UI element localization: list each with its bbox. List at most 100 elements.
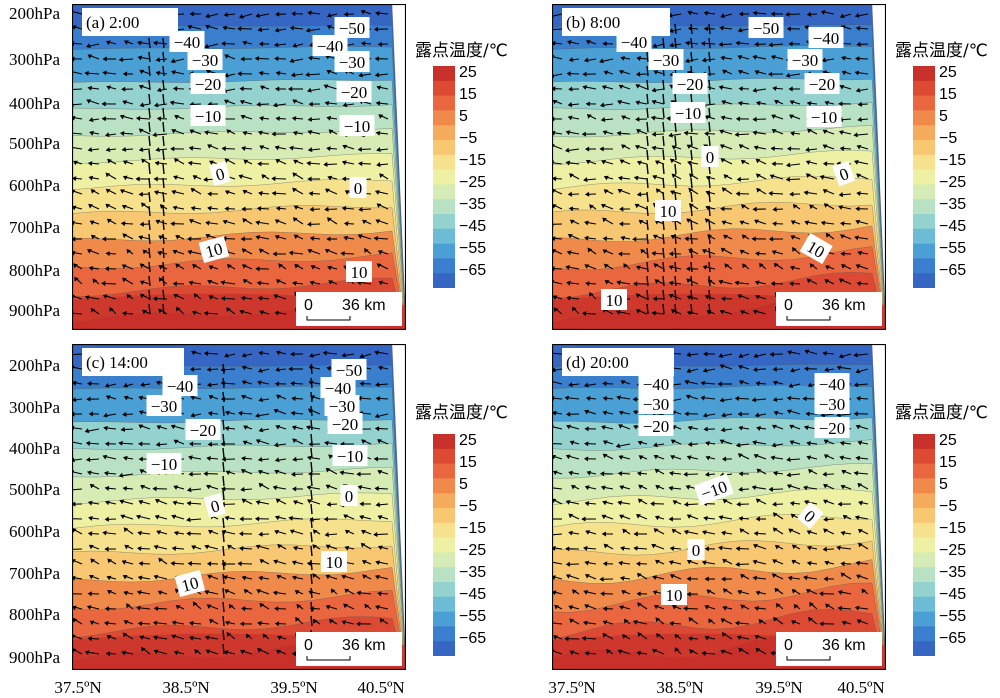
wind-arrow-head xyxy=(772,527,778,533)
wind-arrow-head xyxy=(652,43,658,48)
colorbar-tick: 25 xyxy=(939,64,957,81)
wind-arrow-head xyxy=(357,234,363,239)
wind-arrow-head xyxy=(307,176,312,182)
wind-arrow-head xyxy=(838,192,844,198)
wind-arrow-head xyxy=(141,158,146,164)
wind-arrow-head xyxy=(206,456,211,461)
x-tick: 40.5ºN xyxy=(357,678,405,697)
wind-arrow-head xyxy=(326,146,331,152)
wind-arrow-head xyxy=(741,234,747,240)
wind-arrow-head xyxy=(158,308,163,314)
colorbar-tick: 15 xyxy=(939,454,957,471)
wind-arrow-head xyxy=(72,25,77,30)
wind-arrow-head xyxy=(840,572,846,578)
wind-arrow-head xyxy=(585,101,590,107)
wind-arrow-head xyxy=(602,620,608,625)
wind-arrow-head xyxy=(853,470,859,476)
contour-label: −30 xyxy=(814,393,850,414)
wind-arrow-head xyxy=(674,647,680,652)
wind-arrow-head xyxy=(702,412,708,418)
wind-arrow xyxy=(148,177,151,189)
wind-arrow-head xyxy=(103,412,108,418)
wind-arrow-head xyxy=(122,455,128,461)
contour-label: 10 xyxy=(346,261,372,282)
wind-arrow-head xyxy=(620,546,625,551)
wind-arrow-head xyxy=(104,485,110,491)
wind-arrow-head xyxy=(552,86,556,92)
wind-arrow-head xyxy=(581,131,586,137)
wind-arrow xyxy=(646,149,649,161)
wind-arrow xyxy=(148,261,151,273)
wind-arrow-head xyxy=(738,471,743,477)
wind-arrow-head xyxy=(823,576,828,582)
wind-arrow-head xyxy=(104,606,110,612)
wind-arrow-head xyxy=(686,352,691,358)
wind-arrow-head xyxy=(618,84,624,90)
wind-arrow xyxy=(708,107,711,119)
wind-arrow-head xyxy=(772,559,778,564)
svg-text:0: 0 xyxy=(784,297,793,314)
colorbar-swatch xyxy=(913,567,935,583)
y-tick: 800hPa xyxy=(9,261,60,280)
wind-arrow-head xyxy=(188,441,194,447)
wind-arrow-head xyxy=(771,250,777,255)
wind-arrow xyxy=(662,289,665,301)
wind-arrow-head xyxy=(654,515,660,521)
wind-arrow-head xyxy=(341,352,347,358)
wind-arrow-head xyxy=(718,545,723,551)
wind-arrow-head xyxy=(288,515,293,521)
wind-arrow-head xyxy=(755,158,761,164)
wind-arrow-head xyxy=(342,144,348,150)
wind-arrow-head xyxy=(772,206,777,212)
wind-arrow-head xyxy=(569,618,575,624)
colorbar-tick: 25 xyxy=(459,432,477,449)
contour-label: 0 xyxy=(687,539,705,560)
wind-arrow-head xyxy=(683,501,689,507)
y-tick: 300hPa xyxy=(9,50,60,69)
wind-arrow-head xyxy=(719,129,725,135)
wind-arrow-head xyxy=(772,380,778,386)
wind-arrow xyxy=(222,559,225,571)
wind-arrow-head xyxy=(704,576,709,582)
wind-arrow-head xyxy=(669,546,675,552)
wind-arrow-head xyxy=(292,438,298,444)
wind-arrow xyxy=(674,177,677,189)
wind-arrow-head xyxy=(193,293,199,299)
wind-arrow-head xyxy=(109,306,114,312)
wind-arrow-head xyxy=(669,621,674,627)
wind-arrow-head xyxy=(840,55,846,61)
wind-arrow-head xyxy=(599,576,604,582)
wind-arrow-head xyxy=(118,472,124,478)
svg-text:−40: −40 xyxy=(819,375,846,394)
wind-arrow-head xyxy=(359,381,364,387)
wind-arrow-head xyxy=(806,278,812,284)
svg-text:−30: −30 xyxy=(653,51,680,70)
wind-arrow xyxy=(222,643,225,655)
y-tick: 400hPa xyxy=(9,439,60,458)
wind-arrow-head xyxy=(307,147,313,153)
colorbar-tick: −25 xyxy=(459,542,487,559)
wind-arrow-head xyxy=(753,544,758,549)
wind-arrow-head xyxy=(373,26,379,32)
wind-arrow-head xyxy=(568,513,574,519)
wind-arrow xyxy=(708,23,711,35)
wind-arrow-head xyxy=(307,55,313,61)
contour-label: 0 xyxy=(340,485,358,506)
contour-label: −20 xyxy=(672,73,708,94)
wind-arrow xyxy=(646,261,649,273)
wind-arrow-head xyxy=(375,560,381,566)
wind-arrow-head xyxy=(126,603,131,609)
wind-arrow xyxy=(646,247,649,259)
wind-arrow-head xyxy=(754,70,760,75)
wind-arrow-head xyxy=(619,485,625,490)
wind-arrow-head xyxy=(308,471,313,477)
wind-arrow-head xyxy=(92,278,98,284)
wind-arrow-head xyxy=(722,588,728,593)
colorbar-tick: −45 xyxy=(939,586,967,603)
wind-arrow-head xyxy=(155,147,160,153)
wind-arrow-head xyxy=(306,87,312,93)
wind-arrow-head xyxy=(572,589,577,594)
wind-arrow-head xyxy=(223,12,229,18)
wind-arrow-head xyxy=(583,177,588,183)
wind-arrow-head xyxy=(806,455,812,461)
